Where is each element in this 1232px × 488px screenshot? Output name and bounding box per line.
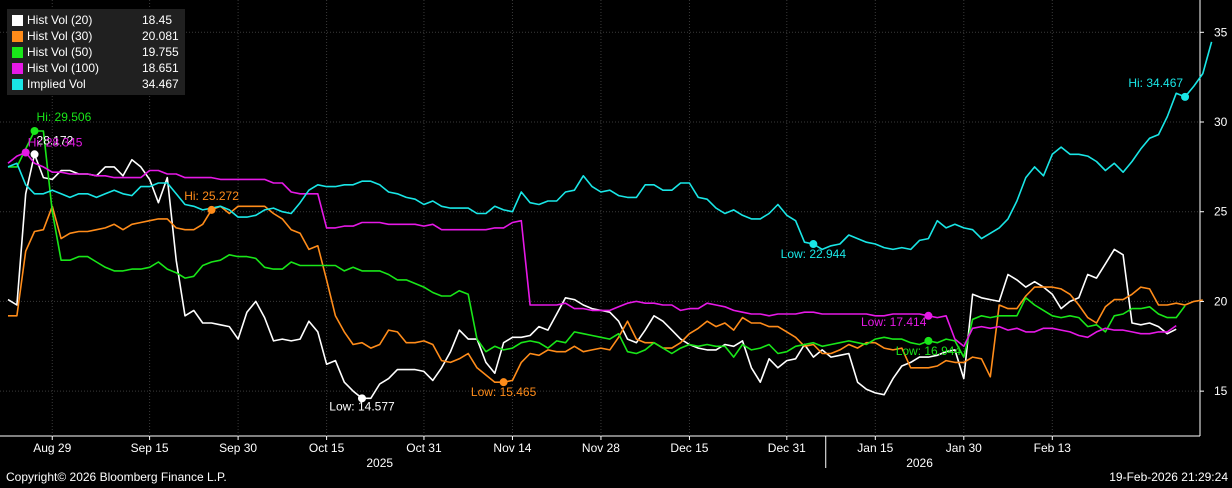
series-lines <box>7 41 1213 400</box>
x-tick-label: Feb 13 <box>1034 441 1072 455</box>
x-tick-label: Nov 14 <box>493 441 531 455</box>
x-tick-label: Sep 30 <box>219 441 257 455</box>
y-axis-labels: 15 20 25 30 35 <box>1214 25 1228 398</box>
legend-name: Hist Vol (100) <box>27 61 100 75</box>
legend-value: 18.45 <box>142 13 173 27</box>
legend-value: 18.651 <box>142 61 179 75</box>
legend-row: Hist Vol (20) 18.45 <box>12 12 179 28</box>
series-line-1 <box>8 205 1203 384</box>
legend-row: Hist Vol (50) 19.755 <box>12 44 179 60</box>
annotation-label: Hi: 29.506 <box>37 110 92 124</box>
x-tick-label: Oct 31 <box>406 441 442 455</box>
legend: Hist Vol (20) 18.45 Hist Vol (30) 20.081… <box>7 9 185 95</box>
annotations: 28.172 Low: 14.577 Hi: 25.272 Low: 15.465 Hi… <box>21 76 1190 413</box>
legend-name: Hist Vol (50) <box>27 45 93 59</box>
x-tick-label: Jan 30 <box>946 441 982 455</box>
x-axis-labels: Aug 29 Sep 15 Sep 30 Oct 15 Oct 31 Nov 14 Nov … <box>33 441 1071 470</box>
copyright-text: Copyright© 2026 Bloomberg Finance L.P. <box>6 470 227 484</box>
x-tick-label: Dec 31 <box>768 441 806 455</box>
x-tick-label: Aug 29 <box>33 441 71 455</box>
annotation-label: Low: 22.944 <box>781 247 847 261</box>
legend-value: 20.081 <box>142 29 179 43</box>
series-line-3 <box>7 151 1177 348</box>
annotation-marker <box>358 394 366 403</box>
series-line-2 <box>8 130 1186 358</box>
series-line-4 <box>7 41 1213 251</box>
annotation-marker <box>924 311 933 320</box>
x-tick-label: Sep 15 <box>131 441 169 455</box>
annotation-marker <box>30 150 39 159</box>
annotation-label: Hi: 25.272 <box>184 189 239 203</box>
annotation-label: Low: 15.465 <box>471 385 537 399</box>
series-line-0 <box>7 153 1177 400</box>
annotation-label: Hi: 28.345 <box>28 136 83 150</box>
legend-swatch <box>12 30 23 42</box>
legend-value: 19.755 <box>142 45 179 59</box>
annotation-label: 28.172 <box>37 133 74 147</box>
legend-name: Implied Vol <box>27 77 86 91</box>
annotation-marker <box>499 378 508 387</box>
annotation-label: Low: 14.577 <box>329 399 395 413</box>
legend-value: 34.467 <box>142 77 179 91</box>
legend-row: Implied Vol 34.467 <box>12 76 179 92</box>
legend-swatch <box>12 78 23 90</box>
year-label: 2026 <box>906 456 933 470</box>
x-tick-label: Oct 15 <box>309 441 345 455</box>
x-tick-label: Jan 15 <box>857 441 893 455</box>
y-tick-label: 30 <box>1214 115 1228 129</box>
x-tick-label: Dec 15 <box>670 441 708 455</box>
annotation-marker <box>30 126 39 135</box>
legend-name: Hist Vol (20) <box>27 13 93 27</box>
legend-swatch <box>12 62 23 74</box>
annotation-label: Low: 17.414 <box>861 315 927 329</box>
legend-swatch <box>12 46 23 58</box>
year-label: 2025 <box>366 456 393 470</box>
legend-swatch <box>12 14 23 26</box>
annotation-marker <box>809 240 818 249</box>
legend-row: Hist Vol (100) 18.651 <box>12 60 179 76</box>
annotation-marker <box>207 205 216 214</box>
y-tick-label: 35 <box>1214 25 1228 39</box>
y-tick-label: 25 <box>1214 205 1228 219</box>
x-tick-label: Nov 28 <box>582 441 620 455</box>
timestamp-text: 19-Feb-2026 21:29:24 <box>1109 470 1228 484</box>
annotation-marker <box>21 148 30 157</box>
y-tick-label: 20 <box>1214 294 1228 308</box>
annotation-label: Hi: 34.467 <box>1128 76 1183 90</box>
y-tick-label: 15 <box>1214 384 1228 398</box>
annotation-label: Low: 16.944 <box>896 344 962 358</box>
legend-name: Hist Vol (30) <box>27 29 93 43</box>
annotation-marker <box>1181 92 1190 101</box>
annotation-marker <box>924 336 933 345</box>
legend-row: Hist Vol (30) 20.081 <box>12 28 179 44</box>
